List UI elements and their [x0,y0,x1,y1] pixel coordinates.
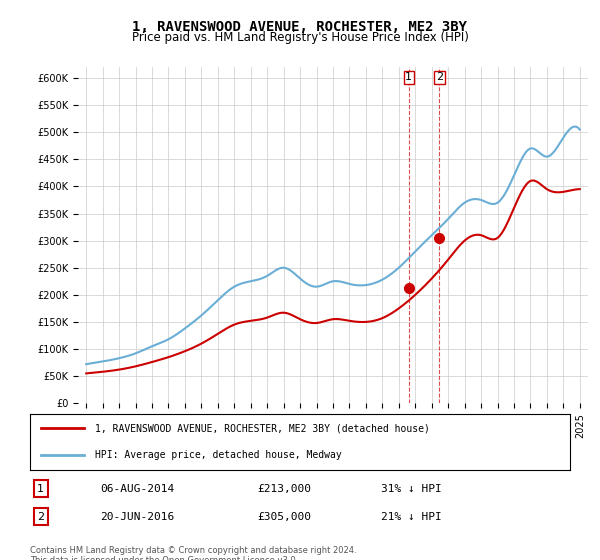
Text: 06-AUG-2014: 06-AUG-2014 [100,484,175,493]
Text: 2: 2 [436,72,443,82]
Text: Price paid vs. HM Land Registry's House Price Index (HPI): Price paid vs. HM Land Registry's House … [131,31,469,44]
Text: HPI: Average price, detached house, Medway: HPI: Average price, detached house, Medw… [95,450,341,460]
Text: 1: 1 [405,72,412,82]
Text: Contains HM Land Registry data © Crown copyright and database right 2024.
This d: Contains HM Land Registry data © Crown c… [30,546,356,560]
Text: 1, RAVENSWOOD AVENUE, ROCHESTER, ME2 3BY: 1, RAVENSWOOD AVENUE, ROCHESTER, ME2 3BY [133,20,467,34]
Text: 1: 1 [37,484,44,493]
Text: 21% ↓ HPI: 21% ↓ HPI [381,512,442,521]
Text: £305,000: £305,000 [257,512,311,521]
Text: 31% ↓ HPI: 31% ↓ HPI [381,484,442,493]
Text: 1, RAVENSWOOD AVENUE, ROCHESTER, ME2 3BY (detached house): 1, RAVENSWOOD AVENUE, ROCHESTER, ME2 3BY… [95,423,430,433]
Text: £213,000: £213,000 [257,484,311,493]
Text: 2: 2 [37,512,44,521]
Text: 20-JUN-2016: 20-JUN-2016 [100,512,175,521]
